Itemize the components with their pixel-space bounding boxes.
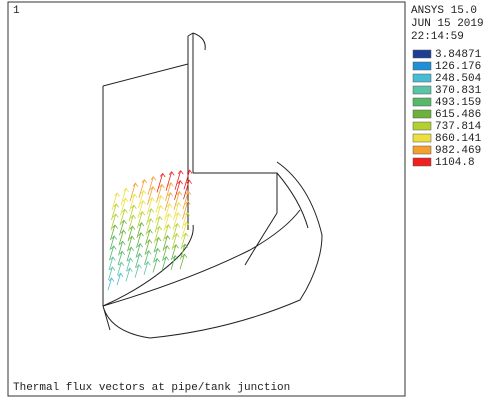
legend-swatch [413,98,431,106]
legend-label: 1104.8 [435,157,475,169]
legend-label: 370.831 [435,85,482,97]
legend-swatch [413,74,431,82]
legend-swatch [413,86,431,94]
legend-swatch [413,158,431,166]
legend-swatch [413,110,431,118]
legend-label: 737.814 [435,121,482,133]
time: 22:14:59 [411,31,464,43]
legend-label: 982.469 [435,145,481,157]
window-number: 1 [13,5,20,17]
legend-swatch [413,134,431,142]
legend-label: 493.159 [435,97,481,109]
date: JUN 15 2019 [411,18,484,30]
legend-label: 615.486 [435,109,481,121]
legend-swatch [413,146,431,154]
legend-swatch [413,50,431,58]
viewport [8,2,405,396]
legend-label: 3.84871 [435,49,482,61]
ansys-window: 1 Thermal flux vectors at pipe/tank junc… [0,0,490,400]
legend-label: 860.141 [435,133,482,145]
legend-label: 248.504 [435,73,482,85]
caption: Thermal flux vectors at pipe/tank juncti… [13,382,290,394]
legend-swatch [413,122,431,130]
legend-label: 126.176 [435,61,481,73]
product: ANSYS 15.0 [411,5,477,17]
page: 1 Thermal flux vectors at pipe/tank junc… [0,0,490,400]
legend-swatch [413,62,431,70]
